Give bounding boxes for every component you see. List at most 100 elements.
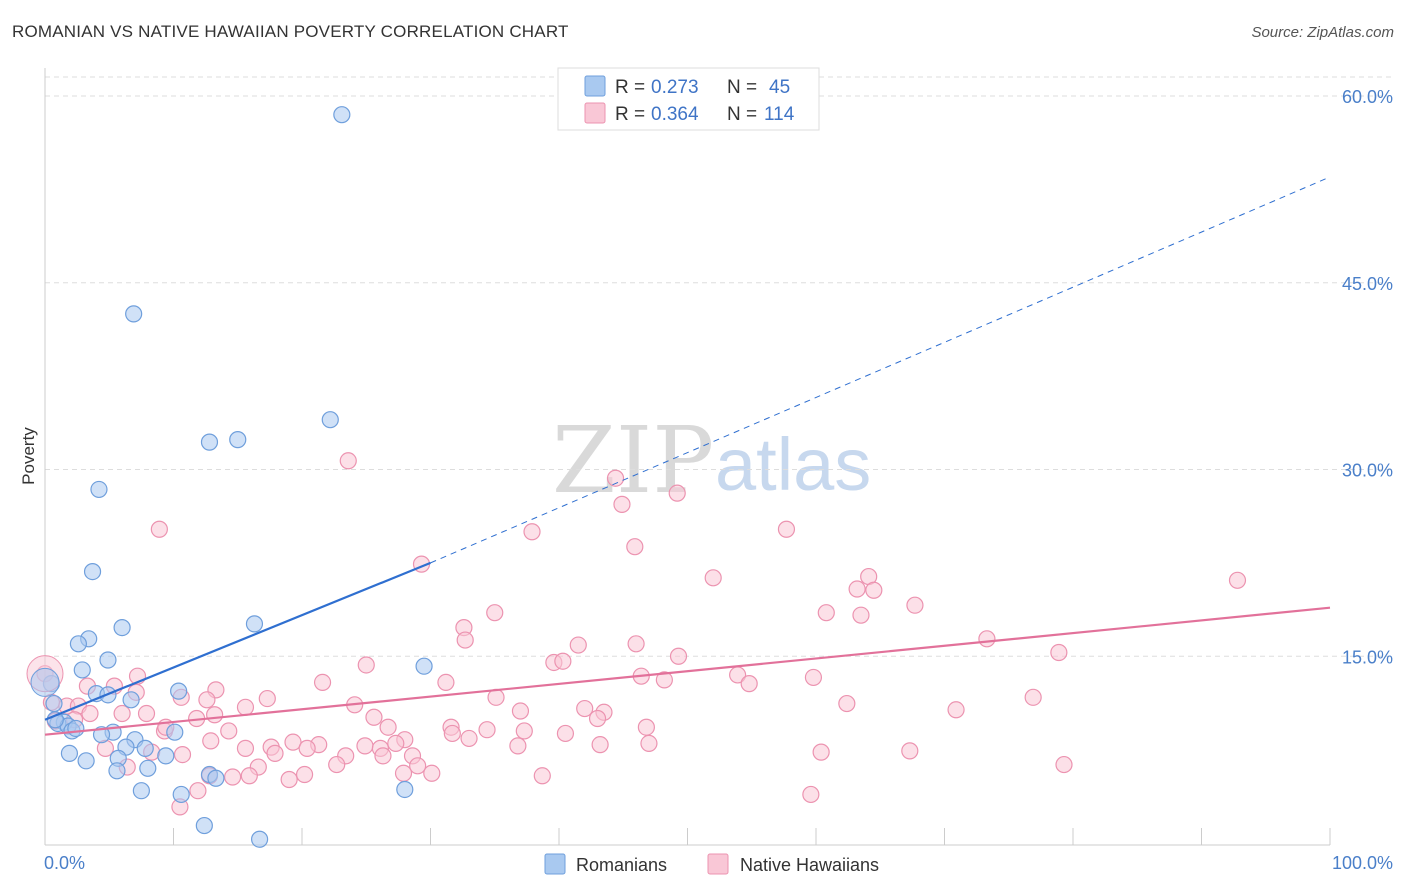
y-tick-label: 45.0% bbox=[1342, 274, 1393, 294]
native-hawaiian-point bbox=[852, 606, 870, 624]
native-hawaiian-point bbox=[804, 668, 823, 687]
native-hawaiian-point bbox=[394, 764, 413, 782]
romanian-point bbox=[73, 661, 91, 679]
native-hawaiian-point bbox=[947, 701, 965, 719]
native-hawaiian-point bbox=[1055, 755, 1073, 774]
native-hawaiian-point bbox=[387, 734, 405, 753]
romanian-point bbox=[170, 682, 188, 700]
native-hawaiian-point bbox=[906, 596, 924, 614]
native-hawaiian-point bbox=[258, 689, 276, 708]
romanian-point bbox=[69, 635, 88, 653]
native-hawaiian-point bbox=[812, 743, 830, 761]
legend-swatch-native-hawaiians bbox=[584, 102, 606, 124]
native-hawaiian-point bbox=[802, 785, 820, 804]
y-tick-label: 15.0% bbox=[1342, 647, 1393, 667]
native-hawaiian-point bbox=[456, 631, 474, 649]
native-hawaiian-point bbox=[266, 744, 284, 762]
native-hawaiian-point bbox=[189, 782, 207, 800]
native-hawaiian-point bbox=[591, 736, 609, 754]
watermark-zip: ZIP bbox=[552, 407, 714, 514]
romanian-point bbox=[136, 739, 154, 757]
native-hawaiian-point bbox=[978, 630, 996, 648]
romanian-point bbox=[166, 723, 184, 741]
native-hawaiian-point bbox=[339, 452, 357, 470]
chart-title: ROMANIAN VS NATIVE HAWAIIAN POVERTY CORR… bbox=[12, 22, 569, 41]
romanian-point bbox=[132, 782, 150, 800]
native-hawaiian-point bbox=[655, 671, 673, 689]
series-legend: Romanians Native Hawaiians bbox=[544, 853, 879, 875]
romanian-point bbox=[333, 106, 351, 124]
native-hawaiian-point bbox=[356, 737, 374, 755]
native-hawaiian-point bbox=[202, 732, 220, 750]
watermark-atlas: atlas bbox=[715, 423, 871, 506]
native-hawaiian-point bbox=[626, 538, 644, 556]
native-hawaiian-point bbox=[515, 722, 533, 740]
native-hawaiian-point bbox=[240, 767, 258, 785]
native-hawaiian-point bbox=[206, 706, 224, 724]
legend-n-value-native-hawaiians: 114 bbox=[764, 104, 795, 125]
native-hawaiian-point bbox=[554, 652, 572, 670]
native-hawaiian-point bbox=[556, 724, 575, 743]
native-hawaiian-point bbox=[379, 718, 397, 736]
native-hawaiian-point bbox=[1228, 571, 1247, 589]
native-hawaiian-point bbox=[640, 734, 658, 753]
native-hawaiian-point bbox=[1050, 643, 1068, 662]
y-tick-label: 60.0% bbox=[1342, 87, 1393, 107]
native-hawaiian-point bbox=[460, 729, 478, 748]
romanian-point bbox=[108, 762, 126, 780]
romanian-point bbox=[195, 816, 213, 835]
romanian-point bbox=[92, 726, 111, 744]
watermark: ZIP atlas bbox=[552, 407, 871, 514]
native-hawaiian-point bbox=[865, 581, 883, 599]
native-hawaiian-point bbox=[328, 755, 346, 774]
native-hawaiian-point bbox=[236, 739, 255, 757]
native-hawaiian-point bbox=[113, 704, 131, 723]
legend-r-value-native-hawaiians: 0.364 bbox=[651, 104, 699, 125]
native-hawaiian-point bbox=[313, 673, 332, 691]
native-hawaiian-point bbox=[668, 484, 686, 502]
native-hawaiian-point bbox=[637, 718, 655, 736]
series-legend-label-native-hawaiians: Native Hawaiians bbox=[740, 855, 879, 875]
romanian-trend-extension bbox=[430, 176, 1331, 564]
romanian-point bbox=[321, 411, 339, 429]
native-hawaiian-point bbox=[669, 647, 688, 665]
y-tick-label: 30.0% bbox=[1342, 461, 1393, 481]
romanian-point bbox=[415, 657, 433, 675]
y-axis-label: Poverty bbox=[19, 427, 38, 485]
series-legend-swatch-native-hawaiians bbox=[707, 853, 729, 875]
romanian-point bbox=[139, 759, 157, 777]
series-legend-label-romanians: Romanians bbox=[576, 855, 667, 875]
native-hawaiian-point bbox=[848, 580, 866, 598]
native-hawaiian-point bbox=[409, 757, 427, 775]
chart-source: Source: ZipAtlas.com bbox=[1251, 24, 1394, 41]
romanian-point bbox=[99, 651, 117, 669]
romanian-point bbox=[396, 780, 414, 799]
romanian-point bbox=[229, 431, 247, 449]
legend-n-label-native-hawaiians: N = bbox=[727, 104, 757, 125]
romanian-trend-line bbox=[44, 561, 431, 721]
native-hawaiian-point bbox=[576, 699, 594, 718]
native-hawaiian-point bbox=[173, 746, 192, 764]
native-hawaiian-point bbox=[137, 704, 156, 723]
native-hawaiian-point bbox=[284, 733, 302, 751]
native-hawaiian-point bbox=[478, 721, 496, 739]
native-hawaiian-point bbox=[740, 675, 758, 693]
native-hawaiian-point bbox=[523, 523, 541, 541]
legend-r-label-romanians: R = bbox=[615, 77, 645, 98]
native-hawaiian-point bbox=[817, 604, 835, 622]
native-hawaiian-point bbox=[365, 708, 383, 726]
romanian-point bbox=[90, 480, 108, 499]
series-legend-swatch-romanians bbox=[544, 853, 566, 875]
native-hawaiian-point bbox=[627, 635, 645, 653]
native-hawaiian-point bbox=[374, 747, 392, 765]
axes: 15.0% 30.0% 45.0% 60.0% 0.0% 100.0% bbox=[44, 68, 1393, 873]
romanian-point bbox=[67, 719, 85, 738]
romanian-point bbox=[250, 830, 269, 848]
x-tick-label: 100.0% bbox=[1332, 853, 1393, 873]
native-hawaiian-point bbox=[198, 691, 216, 709]
stats-legend: R = 0.273 N = 45 R = 0.364 N = 114 bbox=[557, 67, 820, 131]
romanian-point bbox=[125, 305, 143, 323]
romanian-point bbox=[113, 619, 131, 637]
native-hawaiian-point bbox=[613, 495, 631, 513]
